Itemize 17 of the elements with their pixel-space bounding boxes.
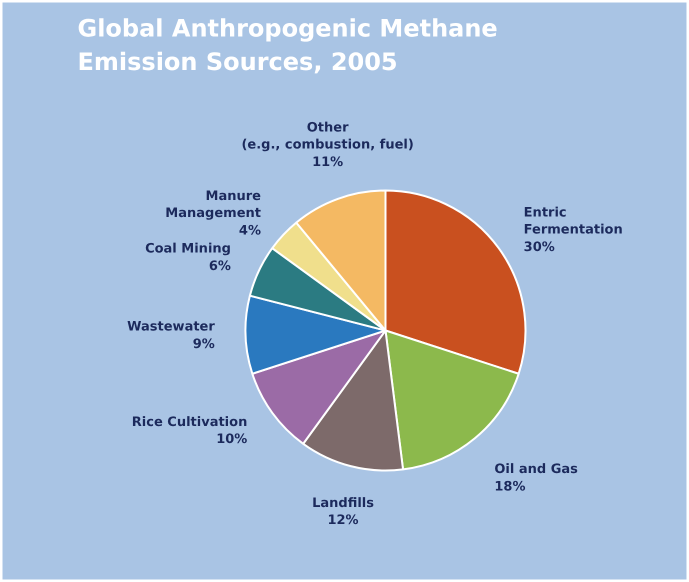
data-label: 30%	[524, 240, 555, 255]
slice-label: Landfills	[312, 496, 374, 511]
data-label: 11%	[312, 154, 344, 170]
data-label: 9%	[192, 336, 215, 352]
data-label: 10%	[216, 432, 248, 448]
data-label: 18%	[494, 479, 526, 494]
slice-label: Oil and Gas	[494, 462, 578, 478]
data-label: 6%	[208, 258, 231, 274]
data-label: 4%	[238, 223, 261, 238]
slice-label: Entric Fermentation	[524, 205, 623, 238]
slice-label: Wastewater	[127, 320, 216, 335]
slice-label: Manure Management	[165, 188, 262, 222]
slice-label: Coal Mining	[145, 242, 231, 257]
slice-label: Other (e.g., combustion, fuel)	[241, 120, 414, 153]
chart-title: Global Anthropogenic Methane Emission Sources, 2005	[78, 14, 498, 76]
slice-label: Rice Cultivation	[132, 414, 248, 430]
data-label: 12%	[327, 513, 359, 528]
